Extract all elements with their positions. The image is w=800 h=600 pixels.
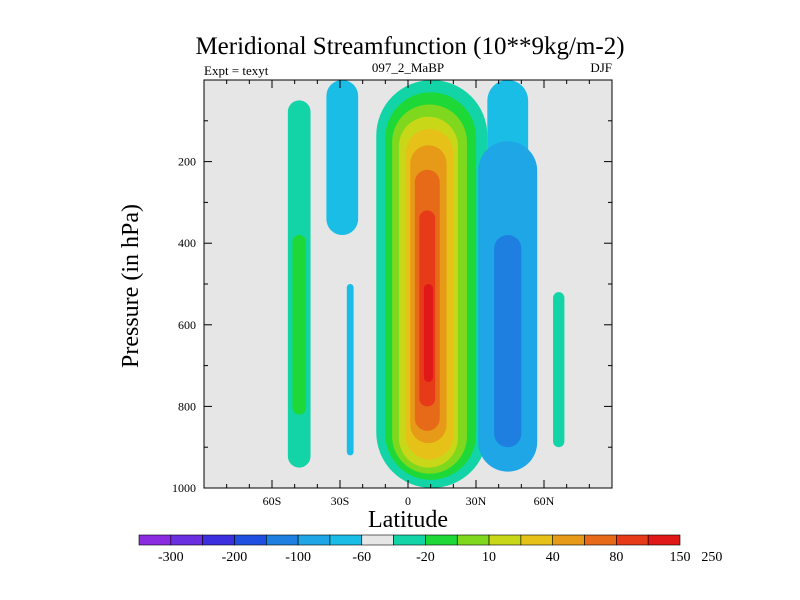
colorbar-label: 250 bbox=[701, 550, 722, 565]
colorbar-swatch bbox=[234, 534, 267, 546]
y-tick-label: 600 bbox=[178, 318, 196, 332]
season-label: DJF bbox=[590, 60, 612, 75]
colorbar-swatch bbox=[265, 534, 299, 546]
colorbar-swatch bbox=[488, 534, 522, 546]
colorbar-label: -20 bbox=[416, 550, 435, 565]
colorbar-swatch bbox=[520, 534, 554, 546]
cell-sh-green-core bbox=[292, 235, 306, 415]
x-tick-label: 30N bbox=[466, 494, 487, 508]
colorbar-swatch bbox=[361, 534, 394, 546]
colorbar-swatch bbox=[393, 534, 426, 546]
x-tick-label: 60N bbox=[534, 494, 555, 508]
y-axis: 200 400 600 800 1000 bbox=[172, 120, 612, 495]
colorbar-label: 10 bbox=[482, 550, 496, 565]
colorbar-label: 150 bbox=[670, 550, 691, 565]
x-axis: 60S 30S 0 30N 60N bbox=[226, 80, 590, 508]
colorbar-swatch bbox=[138, 534, 172, 546]
colorbar: -300 -200 -100 -60 -20 10 40 80 150 250 bbox=[138, 534, 722, 565]
colorbar-swatch bbox=[456, 534, 490, 546]
experiment-label: Expt = texyt bbox=[204, 63, 269, 78]
colorbar-label: -200 bbox=[222, 550, 248, 565]
colorbar-label: -300 bbox=[158, 550, 184, 565]
colorbar-swatch bbox=[202, 534, 235, 546]
colorbar-swatch bbox=[329, 534, 363, 546]
x-axis-label: Latitude bbox=[368, 507, 448, 533]
cell-nh-core bbox=[494, 235, 522, 448]
colorbar-label: -100 bbox=[285, 550, 311, 565]
cell-nh-green bbox=[553, 292, 565, 448]
colorbar-swatch bbox=[647, 534, 681, 546]
colorbar-swatch bbox=[616, 534, 649, 546]
y-tick-label: 800 bbox=[178, 399, 196, 413]
colorbar-swatch bbox=[425, 534, 458, 546]
colorbar-swatch bbox=[297, 534, 331, 546]
y-axis-label: Pressure (in hPa) bbox=[118, 204, 144, 368]
y-tick-label: 400 bbox=[178, 236, 196, 250]
colorbar-swatch bbox=[170, 534, 203, 546]
cell-sh-upper bbox=[326, 80, 359, 236]
cell-tropical-core bbox=[423, 284, 433, 382]
colorbar-swatch bbox=[552, 534, 585, 546]
y-tick-label: 1000 bbox=[172, 481, 196, 495]
x-tick-label: 60S bbox=[263, 494, 282, 508]
case-label: 097_2_MaBP bbox=[372, 60, 444, 75]
x-tick-label: 0 bbox=[405, 494, 411, 508]
x-tick-label: 30S bbox=[331, 494, 350, 508]
colorbar-label: 80 bbox=[609, 550, 623, 565]
colorbar-swatch bbox=[584, 534, 617, 546]
cell-sh-strip bbox=[346, 284, 354, 456]
y-tick-label: 200 bbox=[178, 155, 196, 169]
chart-title: Meridional Streamfunction (10**9kg/m-2) bbox=[195, 33, 624, 60]
plot-area bbox=[203, 79, 613, 489]
colorbar-label: -60 bbox=[352, 550, 371, 565]
colorbar-label: 40 bbox=[546, 550, 560, 565]
